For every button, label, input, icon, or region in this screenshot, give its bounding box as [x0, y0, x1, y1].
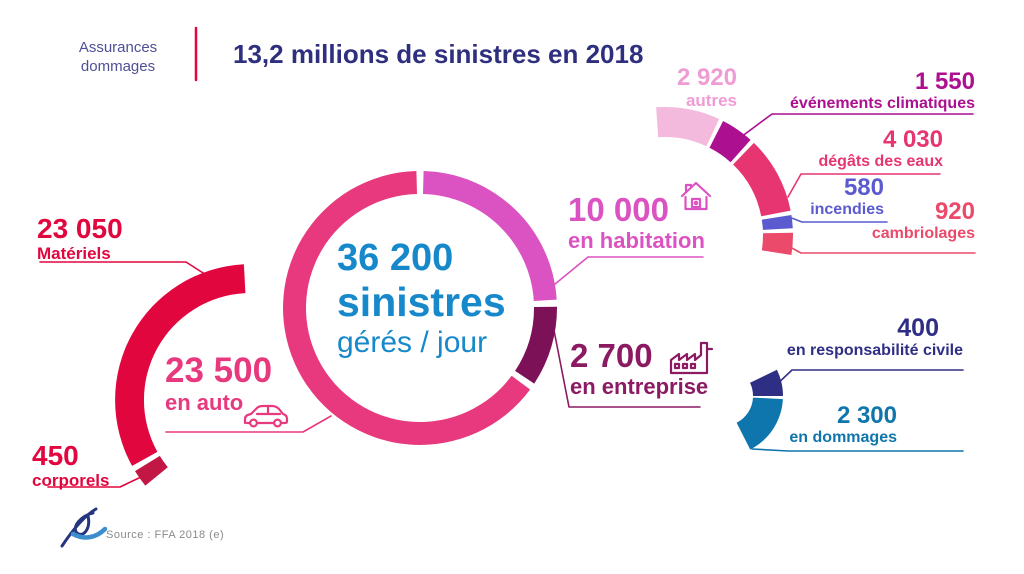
corporels-label: corporels [32, 471, 110, 490]
dommages-label: en dommages [789, 429, 897, 446]
cambriolages-label: cambriolages [871, 225, 975, 242]
label-dommages: 2 300 en dommages [697, 402, 897, 447]
habitation-value: 10 000 [568, 191, 669, 228]
donut-segment-entreprise [515, 306, 558, 384]
leader-corporels [47, 476, 142, 488]
entreprise-label: en entreprise [570, 374, 709, 399]
auto-arc-corporels [135, 455, 168, 486]
label-auto: 23 500 en auto [165, 351, 272, 415]
label-cambriolages: 920 cambriolages [741, 198, 975, 243]
corporels-value: 450 [32, 440, 79, 471]
leader-auto [165, 415, 332, 433]
incendies-value: 580 [843, 174, 884, 201]
responsabilite-label: en responsabilité civile [786, 342, 963, 359]
auto-label: en auto [165, 390, 244, 415]
auto-value: 23 500 [165, 351, 273, 390]
label-evenements: 1 550 événements climatiques [741, 68, 975, 113]
evenements-value: 1 550 [914, 68, 975, 95]
habitation-arc-evenements [709, 121, 751, 163]
ffa-logo-icon [60, 507, 108, 548]
habitation-label: en habitation [568, 228, 705, 253]
donut-center-text: 36 200 sinistres gérés / jour [337, 237, 506, 361]
leader-incendies [788, 216, 888, 223]
car-icon [243, 404, 289, 428]
leader-evenements [740, 113, 974, 138]
center-sublabel: gérés / jour [337, 326, 488, 359]
leader-responsabilite [772, 369, 964, 389]
dommages-value: 2 300 [836, 402, 897, 429]
center-unit: sinistres [337, 279, 506, 325]
degats-label: dégâts des eaux [818, 153, 944, 170]
materiels-label: Matériels [37, 244, 111, 263]
autres-label: autres [685, 91, 737, 110]
habitation-arc-autres [656, 106, 720, 147]
label-degats: 4 030 dégâts des eaux [741, 126, 944, 171]
entreprise-arc-responsabilite [750, 369, 783, 396]
entreprise-value: 2 700 [570, 337, 653, 374]
label-incendies: 580 incendies [684, 174, 884, 219]
label-corporels: 450 corporels [32, 440, 109, 490]
degats-value: 4 030 [882, 126, 943, 153]
house-icon [680, 181, 712, 211]
brand-label: Assurances dommages [64, 38, 172, 76]
page-title: 13,2 millions de sinistres en 2018 [233, 39, 644, 69]
leader-dommages [751, 448, 964, 452]
label-entreprise: 2 700 en entreprise [570, 337, 708, 399]
leader-entreprise [550, 314, 701, 408]
habitation-arc-cambriolages [761, 232, 794, 255]
responsabilite-value: 400 [897, 314, 939, 342]
label-autres: 2 920 autres [587, 64, 737, 110]
entreprise-arc-dommages [736, 397, 783, 450]
center-value: 36 200 [337, 237, 454, 279]
leader-degats [787, 173, 941, 198]
brand-line1: Assurances [78, 39, 158, 56]
leader-materiels [39, 261, 215, 281]
label-habitation: 10 000 en habitation [568, 191, 705, 253]
habitation-arc-degats [733, 142, 791, 217]
evenements-label: événements climatiques [790, 95, 975, 112]
source-note: Source : FFA 2018 (e) [106, 529, 225, 541]
donut-segment-habitation [423, 171, 557, 301]
auto-arc-materiels [115, 264, 246, 466]
factory-icon [669, 341, 714, 375]
brand-line2: dommages [80, 58, 156, 75]
leader-habitation [548, 256, 704, 290]
label-responsabilite: 400 en responsabilité civile [741, 314, 963, 360]
incendies-label: incendies [810, 201, 884, 218]
materiels-value: 23 050 [37, 213, 123, 244]
habitation-arc-incendies [761, 215, 793, 230]
autres-value: 2 920 [676, 64, 737, 91]
label-materiels: 23 050 Matériels [37, 213, 123, 263]
cambriolages-value: 920 [934, 198, 975, 225]
